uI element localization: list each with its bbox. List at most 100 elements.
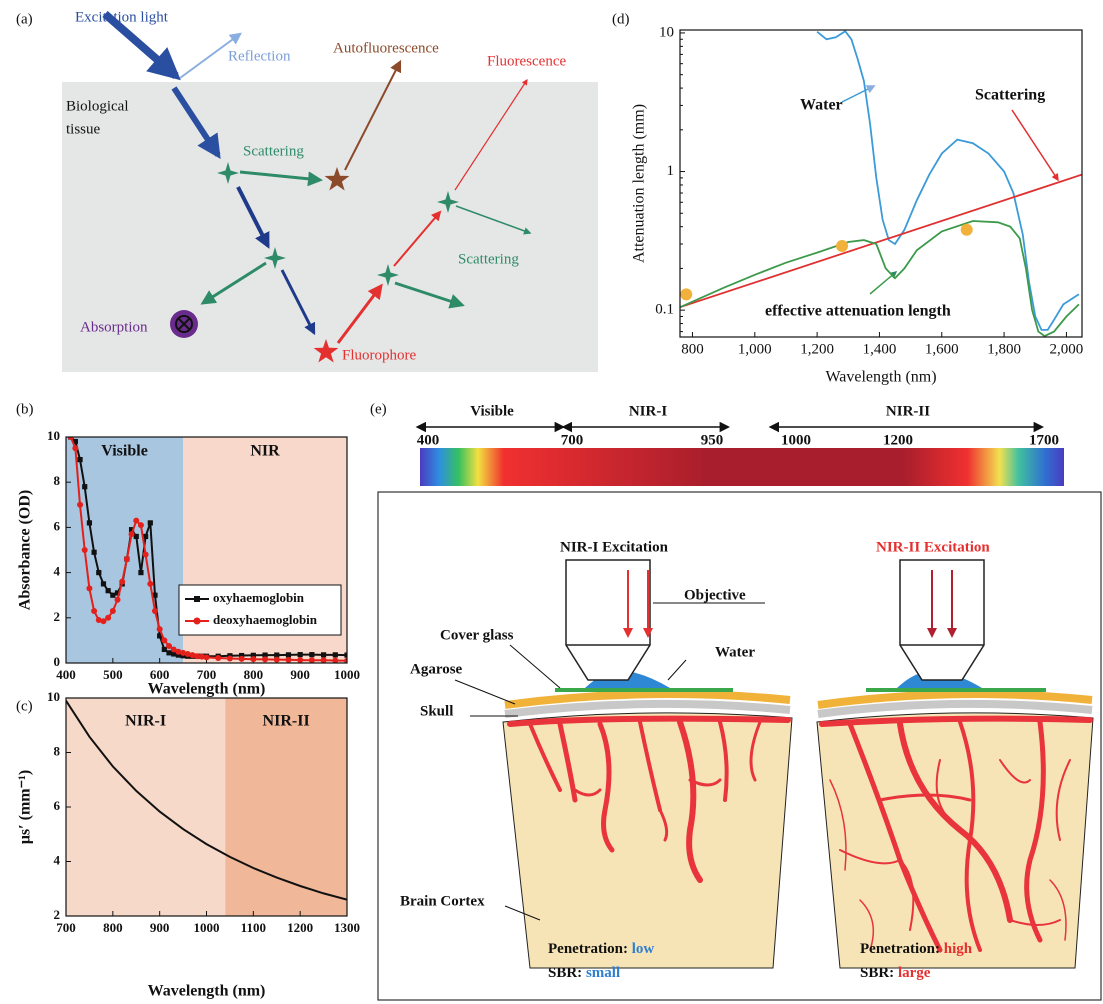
label: Brain Cortex <box>400 893 485 909</box>
x-tick-label: 800 <box>103 920 123 935</box>
spectrum-bar <box>420 448 1064 486</box>
marker <box>82 547 88 553</box>
marker <box>77 457 82 462</box>
x-tick-label: 1000 <box>194 920 220 935</box>
marker <box>204 654 210 660</box>
x-tick-label: 900 <box>150 920 170 935</box>
band-label: NIR-II <box>886 403 930 419</box>
x-axis-label: Wavelength (nm) <box>825 369 936 386</box>
region-label: NIR-II <box>263 713 310 730</box>
x-tick-label: 700 <box>56 920 76 935</box>
marker <box>215 655 221 661</box>
y-tick-label: 6 <box>54 518 61 533</box>
value: large <box>898 965 931 981</box>
result: Penetration: high <box>860 941 973 957</box>
marker <box>148 520 153 525</box>
marker <box>138 522 144 528</box>
y-tick-label: 10 <box>659 24 674 40</box>
marker <box>91 608 97 614</box>
x-tick-label: 1,800 <box>987 341 1021 357</box>
marker <box>274 657 280 663</box>
excitation-label: NIR-II Excitation <box>876 539 990 555</box>
x-tick-label: 1,600 <box>925 341 959 357</box>
result: SBR: large <box>860 965 931 981</box>
marker <box>262 656 268 662</box>
marker <box>162 647 167 652</box>
y-tick-label: 2 <box>54 907 61 922</box>
series-line <box>680 175 1082 308</box>
label: Water <box>715 644 755 660</box>
shape <box>668 660 686 680</box>
x-tick-label: 2,000 <box>1050 341 1084 357</box>
region-label: NIR-I <box>125 713 166 730</box>
y-tick-label: 4 <box>54 564 61 579</box>
x-tick-label: 1000 <box>334 667 360 682</box>
panel-e: (e) Visible NIR-I NIR-II 400 700 950 100… <box>370 401 1101 1000</box>
panel-label: (a) <box>16 11 33 27</box>
marker <box>119 579 125 585</box>
tissue-label: tissue <box>66 121 101 137</box>
marker <box>309 657 315 663</box>
setup-left <box>503 560 792 968</box>
y-tick-label: 4 <box>54 852 61 867</box>
region <box>225 698 347 916</box>
point <box>961 224 973 236</box>
label: Penetration: <box>860 941 940 957</box>
tick-label: 1000 <box>781 432 811 448</box>
y-tick-label: 2 <box>54 609 61 624</box>
label: Scattering <box>243 143 304 159</box>
y-tick-label: 1 <box>667 163 675 179</box>
point <box>680 288 692 300</box>
marker <box>250 656 256 662</box>
label: Penetration: <box>548 941 628 957</box>
shape <box>1012 110 1058 180</box>
label: Absorption <box>80 319 148 335</box>
x-axis-label: Wavelength (nm) <box>148 681 266 698</box>
marker <box>147 581 153 587</box>
marker <box>321 657 327 663</box>
panel-a: (a) Biological tissue Excitation light R… <box>16 9 598 372</box>
value: small <box>586 965 620 981</box>
marker <box>133 518 139 524</box>
shape <box>818 704 1092 714</box>
x-axis-label: Wavelength (nm) <box>148 983 266 1000</box>
marker <box>105 615 111 621</box>
tissue-label: Biological <box>66 98 129 114</box>
marker <box>77 502 83 508</box>
marker <box>157 626 163 632</box>
label: Agarose <box>410 661 463 677</box>
marker <box>101 581 106 586</box>
panel-label: (b) <box>16 401 34 417</box>
label: SBR: <box>548 965 582 981</box>
shape <box>510 645 560 688</box>
shape <box>566 560 650 680</box>
marker <box>152 608 158 614</box>
x-tick-label: 900 <box>290 667 310 682</box>
marker <box>92 550 97 555</box>
marker <box>110 608 116 614</box>
x-tick-label: 1,000 <box>738 341 772 357</box>
shape <box>455 680 515 704</box>
legend-marker <box>194 618 201 625</box>
marker <box>309 652 314 657</box>
marker <box>124 556 130 562</box>
point <box>836 240 848 252</box>
marker <box>87 520 92 525</box>
y-axis-label: Attenuation length (mm) <box>631 104 648 263</box>
marker <box>321 652 326 657</box>
marker <box>86 585 92 591</box>
x-tick-label: 1,400 <box>863 341 897 357</box>
setup-right <box>817 560 1093 968</box>
shape <box>900 560 984 680</box>
band-label: NIR-I <box>629 403 667 419</box>
marker <box>286 652 291 657</box>
marker <box>96 570 101 575</box>
marker <box>166 650 171 655</box>
x-tick-label: 1200 <box>287 920 313 935</box>
label: Objective <box>684 587 746 603</box>
region <box>66 698 225 916</box>
region-label: NIR <box>250 443 280 460</box>
series-line <box>817 31 1079 330</box>
label: Autofluorescence <box>333 40 439 56</box>
